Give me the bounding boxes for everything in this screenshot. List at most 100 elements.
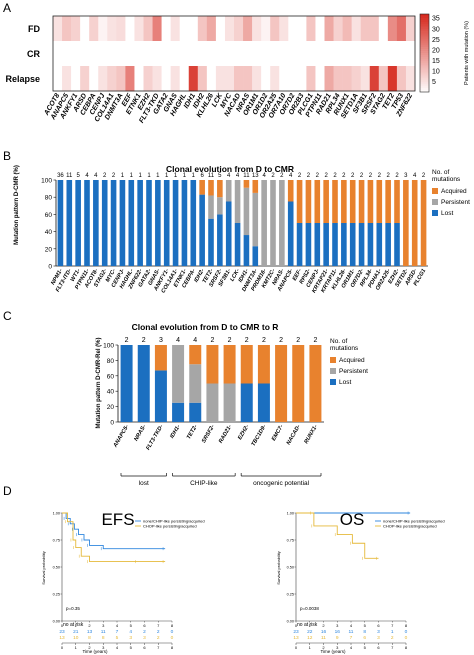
- pc-bar-acquired: [309, 345, 322, 422]
- pb-bar-acquired: [305, 180, 312, 223]
- efs-risk-orange: 8: [102, 635, 105, 641]
- pb-bar-lost: [208, 218, 214, 266]
- pc-bar-persistent: [172, 345, 185, 403]
- heatmap-cell: [80, 16, 90, 42]
- heatmap-cell: [62, 16, 72, 42]
- heatmap-cell: [396, 41, 407, 67]
- pb-bar-acquired: [199, 180, 205, 195]
- heatmap-cell: [71, 66, 81, 92]
- os-x-tick-label: 7: [391, 623, 394, 628]
- pc-bar-count: 4: [193, 337, 197, 344]
- pc-bar-count: 4: [176, 337, 180, 344]
- pb-bar-count: 36: [57, 173, 64, 179]
- panel-b-ylabel: Mutation pattern D-CMR (%): [14, 165, 20, 245]
- pb-bar-count: 2: [316, 173, 320, 179]
- os-risk-orange: 2: [391, 635, 394, 641]
- efs-curve-blue: [62, 512, 166, 550]
- heatmap-cell: [188, 66, 199, 92]
- pb-legend-item: Acquired: [441, 188, 467, 195]
- heatmap-cell: [80, 41, 90, 67]
- pb-y-tick-label: 0: [48, 264, 52, 271]
- pb-bar-count: 1: [192, 173, 196, 179]
- os-y-tick-label: 0.25: [287, 593, 294, 597]
- heatmap-cell: [107, 41, 117, 67]
- heatmap-cell: [270, 66, 280, 92]
- heatmap-cell: [215, 66, 226, 92]
- pc-bar-acquired: [257, 345, 270, 384]
- pb-bar-lost: [287, 201, 294, 266]
- pb-bar-lost: [385, 223, 391, 266]
- pb-bar-count: 2: [422, 173, 426, 179]
- heatmap-cell: [324, 66, 334, 92]
- pb-bar-lost: [332, 223, 338, 266]
- os-risk-orange: 9: [336, 635, 339, 641]
- pc-bar-label: SRSF2-: [201, 424, 216, 444]
- heatmap-cell: [387, 16, 398, 42]
- pb-bar-acquired: [403, 180, 409, 266]
- colorbar-segment: [420, 29, 429, 32]
- os-legend-item: none/CHIP-like persisting/acquired: [383, 519, 445, 524]
- efs-y-tick-label: 0.00: [53, 620, 60, 624]
- os-x-tick-label: 1: [309, 623, 312, 628]
- os-risk-blue: 16: [321, 629, 327, 635]
- efs-risk-blue: 2: [157, 629, 160, 635]
- os-legend-item: CHOP-like persisting/acquired: [383, 524, 437, 529]
- pc-y-tick-label: 100: [103, 343, 114, 350]
- pb-bar-lost: [349, 223, 356, 266]
- pc-bar-count: 2: [142, 337, 146, 344]
- os-risk-orange: 12: [307, 635, 313, 641]
- pb-bar-lost: [296, 223, 303, 266]
- efs-x-tick-label: 7: [157, 623, 160, 628]
- pb-legend-title: mutations: [432, 176, 461, 183]
- colorbar-segment: [420, 43, 429, 46]
- pb-bar-count: 13: [252, 173, 259, 179]
- efs-risk-blue: 21: [73, 629, 79, 635]
- os-ylabel: Survival probability: [276, 551, 281, 585]
- os-risk-blue: 8: [363, 629, 366, 635]
- heatmap-cell: [342, 41, 352, 67]
- efs-risk-blue: 13: [87, 629, 93, 635]
- heatmap-cell: [261, 41, 271, 67]
- heatmap-cell: [252, 41, 262, 67]
- pc-legend-swatch: [330, 357, 336, 363]
- colorbar-segment: [420, 88, 429, 91]
- pb-bar-count: 1: [121, 173, 125, 179]
- colorbar-segment: [420, 39, 429, 42]
- os-plot: OS Survival probability p=0.0038 no at r…: [276, 510, 445, 654]
- heatmap-cell: [53, 41, 63, 67]
- pb-bar-acquired: [411, 180, 418, 266]
- heatmap-cell: [125, 16, 135, 42]
- colorbar-label: Patients with mutation (%): [464, 21, 470, 85]
- pc-bar-label: IDH1-: [169, 424, 182, 440]
- efs-x-tick-label: 0: [61, 623, 64, 628]
- efs-x-tick-label: 1: [75, 623, 78, 628]
- heatmap-cell: [297, 16, 307, 42]
- pb-bar-acquired: [243, 180, 250, 188]
- pc-bar-count: 2: [228, 337, 232, 344]
- colorbar-segment: [420, 60, 429, 64]
- pb-bar-count: 2: [360, 173, 364, 179]
- pb-bar-lost: [163, 180, 170, 266]
- heatmap-cell: [351, 66, 361, 92]
- pc-bar-label: NRAS-: [133, 424, 147, 442]
- pc-bar-label: RAD21-: [218, 424, 233, 445]
- heatmap-cell: [405, 66, 416, 92]
- pb-bar-acquired: [217, 180, 223, 198]
- pb-bar-lost: [367, 223, 374, 266]
- heatmap-cell: [387, 41, 398, 67]
- panel-label-c: C: [3, 309, 12, 323]
- os-risk-blue: 16: [335, 629, 341, 635]
- heatmap-cell: [89, 16, 99, 42]
- pb-bar-count: 1: [183, 173, 187, 179]
- heatmap-cell: [152, 66, 162, 92]
- os-y-tick-label: 1.00: [287, 512, 294, 516]
- pb-bar-persistent: [234, 180, 241, 223]
- pb-y-tick-label: 80: [45, 195, 53, 202]
- heatmap-cell: [107, 66, 117, 92]
- heatmap-cell: [243, 66, 253, 92]
- efs-y-tick-label: 0.50: [53, 566, 60, 570]
- heatmap-cell: [378, 16, 389, 42]
- colorbar-segment: [420, 68, 429, 71]
- heatmap-cell: [243, 41, 253, 67]
- efs-x-tick-label: 2: [88, 623, 91, 628]
